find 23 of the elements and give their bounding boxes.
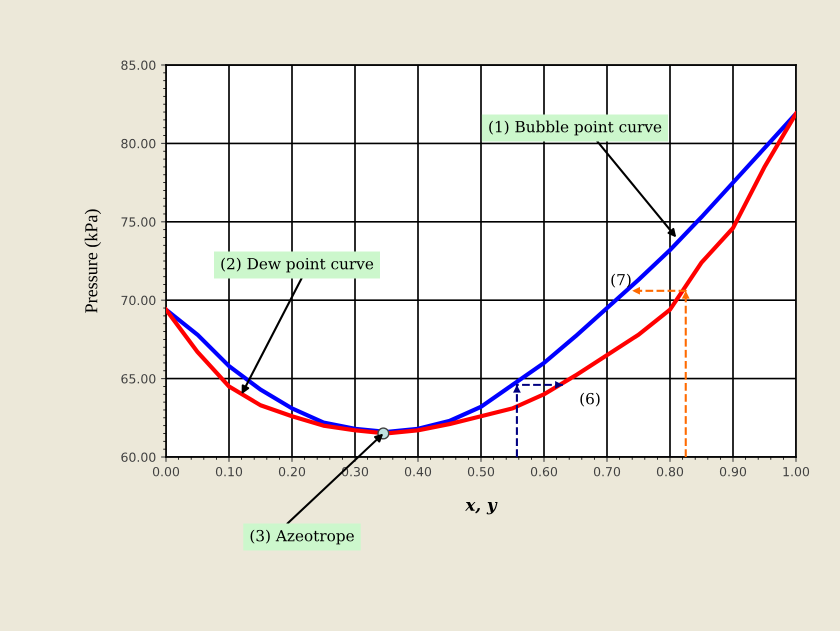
x-tick-label: 0.00: [152, 466, 180, 476]
x-tick-label: 0.70: [594, 466, 620, 476]
y-tick-label: 60.00: [121, 452, 156, 462]
x-tick-label: 0.80: [656, 466, 684, 476]
y-tick-label: 65.00: [121, 374, 156, 384]
x-tick-label: 0.20: [278, 466, 306, 476]
annotation: (3) Azeotrope: [250, 530, 354, 544]
annotation: (6): [580, 392, 600, 407]
x-tick-label: 1.00: [783, 466, 810, 476]
y-tick-label: 75.00: [122, 217, 156, 227]
x-tick-label: 0.60: [530, 466, 558, 476]
y-tick-label: 85.00: [121, 60, 156, 70]
x-tick-label: 0.90: [720, 466, 746, 476]
annotation: (7): [611, 274, 631, 288]
annotation: (1) Bubble point curve: [489, 120, 662, 136]
y-axis-title: Pressure (kPa): [84, 209, 102, 313]
y-tick-label: 70.00: [122, 296, 156, 306]
x-tick-label: 0.40: [404, 466, 432, 476]
x-axis-title: x, y: [465, 502, 498, 514]
x-tick-label: 0.10: [216, 466, 242, 476]
y-tick-label: 80.00: [121, 138, 156, 148]
x-tick-label: 0.50: [468, 466, 494, 476]
annotation: (2) Dew point curve: [221, 258, 374, 272]
